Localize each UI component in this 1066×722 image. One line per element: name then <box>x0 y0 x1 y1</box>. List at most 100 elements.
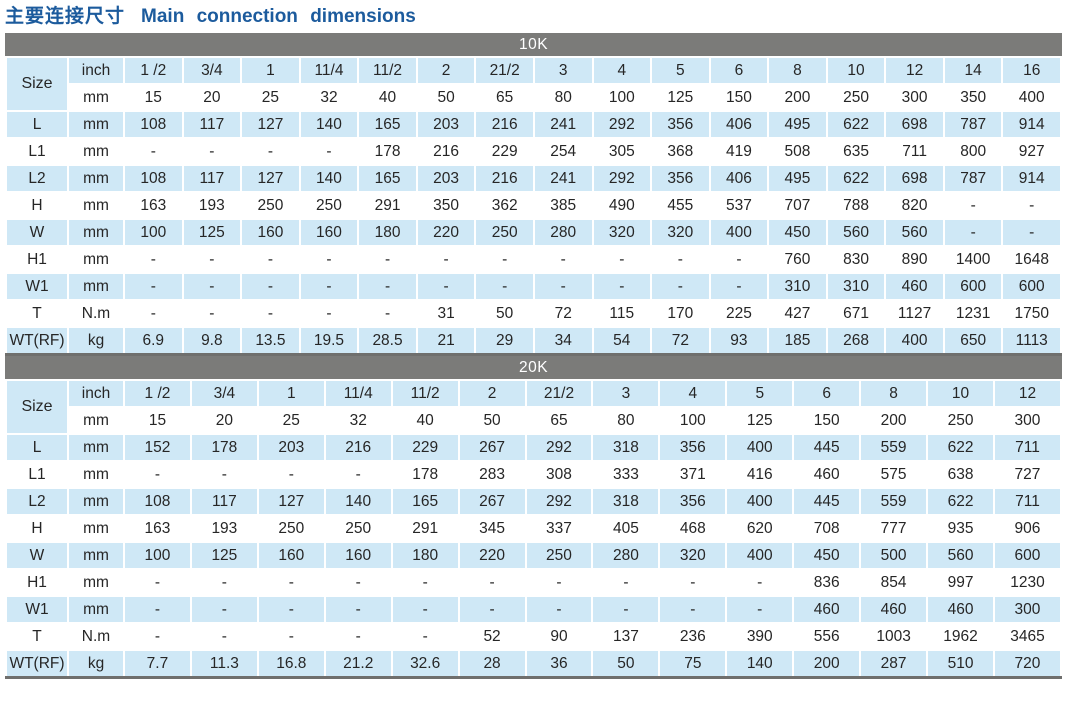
data-cell: 291 <box>357 191 418 220</box>
size-inch-cell: 11/2 <box>357 56 418 85</box>
size-mm-cell: 300 <box>884 83 945 112</box>
data-cell: 1127 <box>884 299 945 328</box>
size-mm-cell: 40 <box>390 406 460 435</box>
data-cell: - <box>415 272 477 301</box>
data-cell: 622 <box>926 433 995 462</box>
data-cell: 356 <box>658 487 728 516</box>
size-mm-cell: 350 <box>942 83 1004 112</box>
data-cell: 650 <box>942 326 1004 356</box>
data-cell: - <box>942 191 1004 220</box>
row-unit-cell: N.m <box>67 299 125 328</box>
data-cell: - <box>474 272 535 301</box>
data-cell: 777 <box>859 514 929 543</box>
row-label-cell: H <box>5 514 69 543</box>
data-cell: 450 <box>767 218 828 247</box>
size-inch-cell: 8 <box>859 379 929 408</box>
data-cell: 707 <box>767 191 828 220</box>
mm-unit-label-cell: mm <box>67 406 125 435</box>
data-cell: 320 <box>650 218 711 247</box>
data-cell: 914 <box>1001 164 1062 193</box>
data-cell: - <box>1001 191 1062 220</box>
size-inch-cell: 3 <box>532 56 594 85</box>
data-cell: 267 <box>457 433 527 462</box>
data-cell: - <box>240 272 301 301</box>
data-cell: 600 <box>1001 272 1062 301</box>
data-cell: 356 <box>658 433 728 462</box>
data-cell: 490 <box>591 191 653 220</box>
data-cell: - <box>240 137 301 166</box>
size-inch-cell: 1 <box>240 56 301 85</box>
size-mm-cell: 80 <box>532 83 594 112</box>
data-cell: 416 <box>725 460 795 489</box>
data-cell: 300 <box>992 595 1063 624</box>
data-cell: 345 <box>457 514 527 543</box>
data-cell: 100 <box>123 541 192 570</box>
data-cell: 830 <box>825 245 887 274</box>
data-cell: 320 <box>591 218 653 247</box>
data-cell: - <box>457 595 527 624</box>
size-mm-cell: 25 <box>240 83 301 112</box>
data-cell: 620 <box>725 514 795 543</box>
data-cell: 163 <box>123 191 184 220</box>
row-unit-cell: kg <box>67 649 125 679</box>
size-mm-cell: 40 <box>357 83 418 112</box>
row-unit-cell: N.m <box>67 622 125 651</box>
data-cell: 13.5 <box>240 326 301 356</box>
size-mm-cell: 100 <box>591 83 653 112</box>
row-unit-cell: mm <box>67 137 125 166</box>
size-mm-cell: 125 <box>725 406 795 435</box>
row-label-cell: H1 <box>5 245 69 274</box>
data-cell: 600 <box>992 541 1063 570</box>
data-cell: 638 <box>926 460 995 489</box>
data-cell: 935 <box>926 514 995 543</box>
row-unit-cell: mm <box>67 433 125 462</box>
data-cell: 250 <box>524 541 594 570</box>
data-cell: - <box>181 137 243 166</box>
data-cell: 250 <box>474 218 535 247</box>
size-inch-cell: 12 <box>884 56 945 85</box>
data-cell: - <box>298 245 360 274</box>
row-label-cell: L1 <box>5 137 69 166</box>
data-cell: 711 <box>992 487 1063 516</box>
data-cell: 7.7 <box>123 649 192 679</box>
row-label-cell: W <box>5 218 69 247</box>
data-cell: 788 <box>825 191 887 220</box>
table-row-l2: L2 mm 108 117 127 140 165 203 216 241 292 356 406 495… <box>5 164 1062 193</box>
data-cell: - <box>298 272 360 301</box>
data-cell: 203 <box>256 433 326 462</box>
data-cell: 29 <box>474 326 535 356</box>
data-cell: 460 <box>792 595 862 624</box>
size-inch-cell: 4 <box>658 379 728 408</box>
data-cell: 406 <box>708 164 770 193</box>
data-cell: 760 <box>767 245 828 274</box>
data-cell: 140 <box>298 164 360 193</box>
data-cell: - <box>181 299 243 328</box>
data-cell: 93 <box>708 326 770 356</box>
data-cell: - <box>256 595 326 624</box>
data-cell: - <box>357 299 418 328</box>
data-cell: 854 <box>859 568 929 597</box>
size-mm-cell: 150 <box>792 406 862 435</box>
data-cell: - <box>1001 218 1062 247</box>
data-cell: - <box>591 595 661 624</box>
data-cell: 229 <box>390 433 460 462</box>
data-cell: 11.3 <box>189 649 259 679</box>
data-cell: 21.2 <box>323 649 393 679</box>
data-cell: 117 <box>181 164 243 193</box>
data-cell: - <box>256 622 326 651</box>
data-cell: 127 <box>256 487 326 516</box>
data-cell: 216 <box>415 137 477 166</box>
data-cell: 405 <box>591 514 661 543</box>
data-cell: 468 <box>658 514 728 543</box>
data-cell: 236 <box>658 622 728 651</box>
data-cell: - <box>189 595 259 624</box>
data-cell: - <box>650 245 711 274</box>
data-cell: - <box>708 272 770 301</box>
data-cell: 560 <box>926 541 995 570</box>
data-cell: - <box>323 568 393 597</box>
data-cell: - <box>123 595 192 624</box>
data-cell: 178 <box>390 460 460 489</box>
data-cell: 292 <box>591 164 653 193</box>
